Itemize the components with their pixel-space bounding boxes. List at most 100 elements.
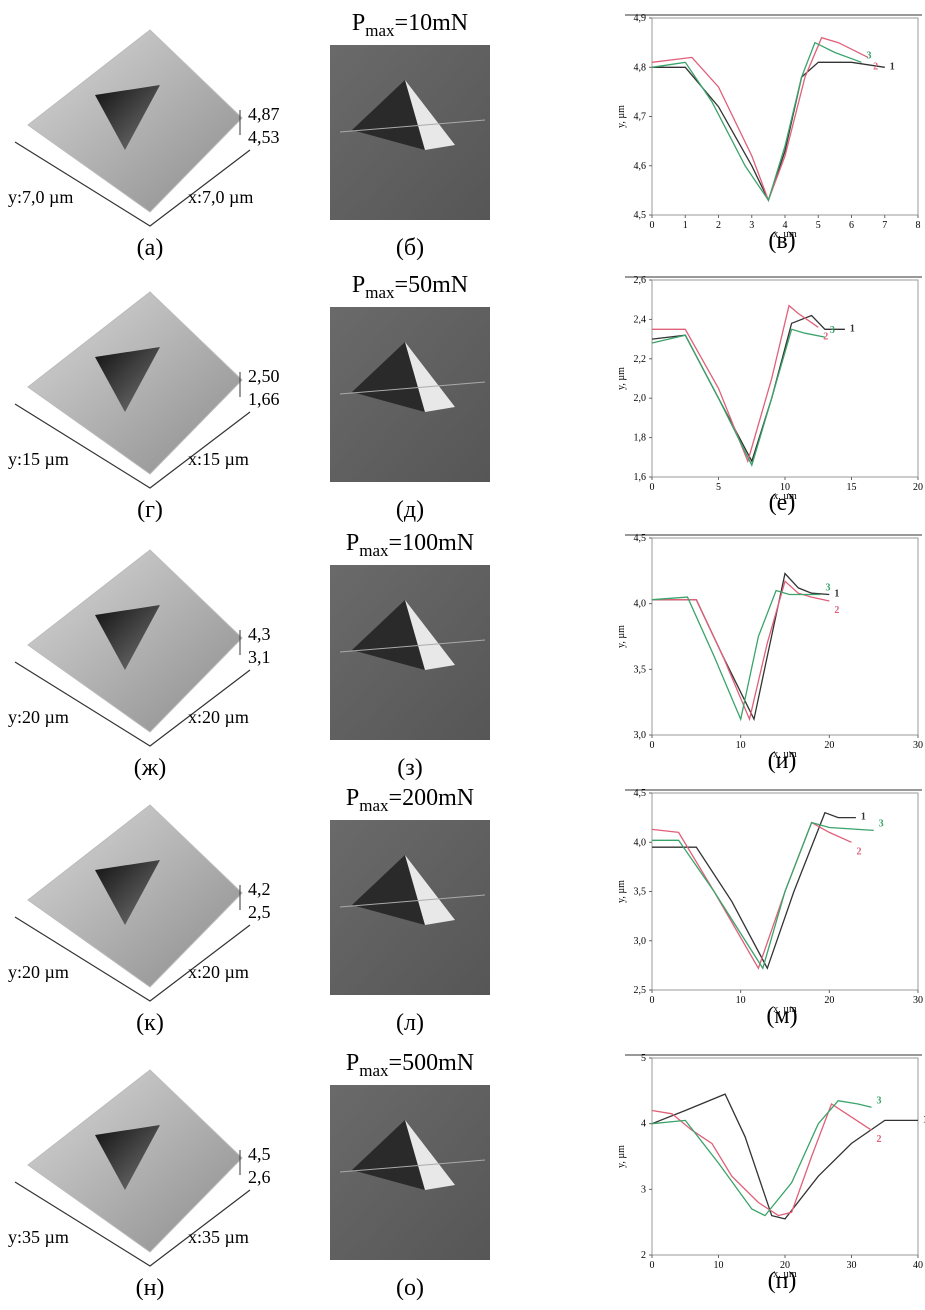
x-tick-label: 20 (824, 740, 834, 751)
x-axis-label-3d: x:35 µm (188, 1227, 249, 1247)
y-tick-label: 4,7 (634, 112, 647, 123)
y-tick-label: 4,0 (634, 599, 647, 610)
image-title: Pmax=200mN (346, 785, 474, 815)
y-axis-label-3d: y:7,0 µm (8, 187, 73, 207)
y-tick-label: 4,9 (634, 13, 647, 24)
image-caption: (л) (396, 1010, 424, 1036)
afm-caption: (г) (137, 497, 163, 523)
plot-frame (652, 538, 918, 735)
series-label: 1 (850, 323, 855, 334)
y-tick-label: 2,5 (634, 985, 647, 996)
title-subscript: max (365, 21, 395, 40)
y-tick-label: 4 (641, 1119, 646, 1130)
y-tick-label: 3,5 (634, 664, 647, 675)
image-caption: (б) (396, 235, 424, 261)
title-symbol: P (346, 530, 359, 556)
x-tick-label: 20 (824, 995, 834, 1006)
series-label: 1 (861, 812, 866, 823)
y-tick-label: 4,8 (634, 62, 647, 73)
title-subscript: max (359, 1061, 389, 1080)
y-tick-label: 4,0 (634, 837, 647, 848)
x-tick-label: 5 (716, 482, 721, 493)
image-title: Pmax=50mN (352, 272, 468, 302)
x-tick-label: 10 (736, 740, 746, 751)
x-tick-label: 7 (882, 220, 887, 231)
title-rest: =10mN (395, 10, 469, 36)
y-tick-label: 3,0 (634, 730, 647, 741)
z-max-label: 4,5 (248, 1144, 271, 1164)
x-tick-label: 40 (913, 1260, 923, 1271)
title-rest: =100mN (389, 530, 475, 556)
title-symbol: P (346, 1050, 359, 1076)
image-title: Pmax=10mN (352, 10, 468, 40)
y-axis-label: y, µm (616, 105, 627, 128)
x-tick-label: 20 (913, 482, 923, 493)
x-tick-label: 0 (650, 740, 655, 751)
y-tick-label: 5 (641, 1053, 646, 1064)
figure: 4,874,53y:7,0 µmx:7,0 µm(а)Pmax=10mN(б)2… (0, 0, 925, 1310)
z-min-label: 1,66 (248, 389, 280, 409)
z-max-label: 2,50 (248, 366, 280, 386)
chart-caption: (е) (769, 490, 796, 516)
series-label: 3 (876, 1095, 881, 1106)
title-rest: =200mN (389, 785, 475, 811)
x-tick-label: 30 (847, 1260, 857, 1271)
series-label: 3 (866, 50, 871, 61)
y-tick-label: 3,0 (634, 936, 647, 947)
y-tick-label: 4,5 (634, 788, 647, 799)
z-max-label: 4,3 (248, 624, 271, 644)
series-label: 3 (825, 582, 830, 593)
plot-frame (652, 18, 918, 215)
image-title: Pmax=500mN (346, 1050, 474, 1080)
x-tick-label: 10 (736, 995, 746, 1006)
chart-caption: (в) (768, 228, 795, 254)
series-label: 3 (830, 325, 835, 336)
series-label: 2 (857, 846, 862, 857)
x-tick-label: 30 (913, 995, 923, 1006)
image-caption: (з) (397, 755, 422, 781)
x-axis-label-3d: x:15 µm (188, 449, 249, 469)
x-tick-label: 3 (749, 220, 754, 231)
image-caption: (д) (396, 497, 424, 523)
y-tick-label: 4,6 (634, 161, 647, 172)
title-subscript: max (359, 796, 389, 815)
x-tick-label: 0 (650, 220, 655, 231)
afm-caption: (а) (137, 235, 164, 261)
x-axis-label-3d: x:20 µm (188, 707, 249, 727)
z-max-label: 4,87 (248, 104, 280, 124)
x-tick-label: 15 (847, 482, 857, 493)
title-rest: =50mN (395, 272, 469, 298)
series-label: 1 (890, 61, 895, 72)
title-rest: =500mN (389, 1050, 475, 1076)
y-axis-label-3d: y:20 µm (8, 707, 69, 727)
x-tick-label: 5 (816, 220, 821, 231)
series-label: 2 (876, 1134, 881, 1145)
y-tick-label: 1,8 (634, 433, 647, 444)
y-axis-label: y, µm (616, 880, 627, 903)
title-symbol: P (352, 272, 365, 298)
z-min-label: 2,6 (248, 1167, 271, 1187)
y-axis-label-3d: y:35 µm (8, 1227, 69, 1247)
title-subscript: max (359, 541, 389, 560)
y-tick-label: 2,6 (634, 275, 647, 286)
plot-frame (652, 1058, 918, 1255)
y-tick-label: 4,5 (634, 210, 647, 221)
afm-caption: (к) (136, 1010, 164, 1036)
x-tick-label: 30 (913, 740, 923, 751)
series-label: 3 (879, 818, 884, 829)
chart-caption: (п) (768, 1268, 797, 1294)
y-tick-label: 2,4 (634, 314, 647, 325)
series-label: 2 (834, 605, 839, 616)
afm-caption: (ж) (134, 755, 167, 781)
y-axis-label: y, µm (616, 625, 627, 648)
y-tick-label: 2,2 (634, 354, 647, 365)
x-tick-label: 8 (916, 220, 921, 231)
title-symbol: P (352, 10, 365, 36)
x-axis-label-3d: x:20 µm (188, 962, 249, 982)
series-label: 2 (873, 61, 878, 72)
chart-caption: (и) (768, 748, 797, 774)
title-subscript: max (365, 283, 395, 302)
x-tick-label: 0 (650, 482, 655, 493)
y-tick-label: 2 (641, 1250, 646, 1261)
x-tick-label: 0 (650, 995, 655, 1006)
